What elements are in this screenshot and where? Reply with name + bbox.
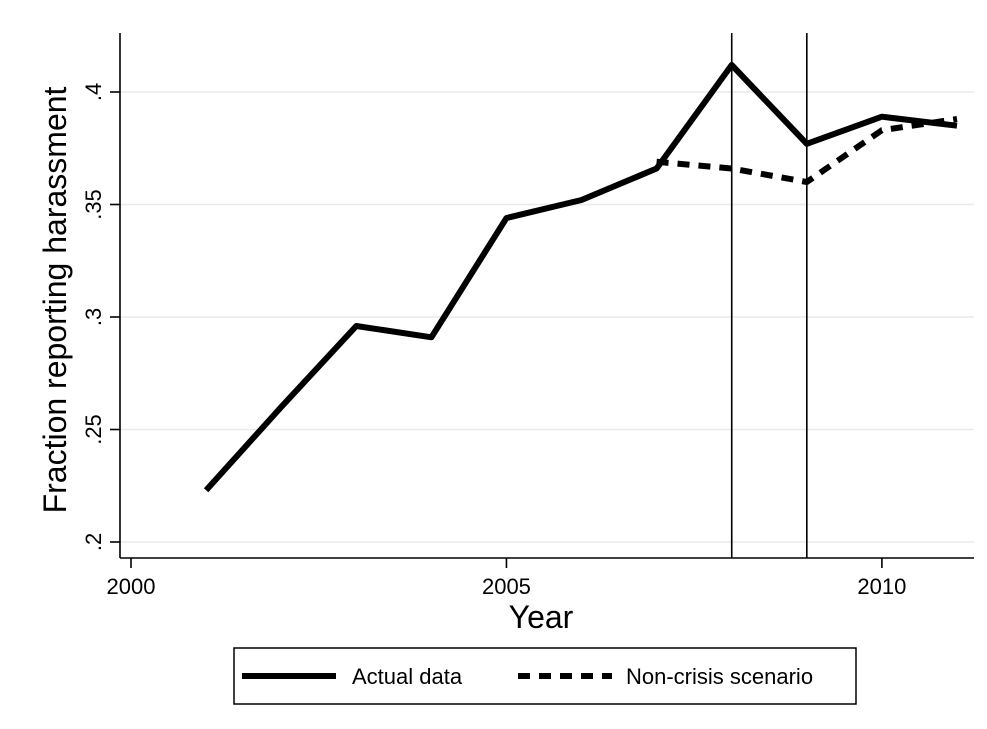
series-line-non-crisis xyxy=(656,116,958,185)
legend-label-non-crisis: Non-crisis scenario xyxy=(626,664,813,689)
x-tick-label-2: 2010 xyxy=(857,574,906,599)
series-lines xyxy=(203,62,958,493)
legend-label-actual: Actual data xyxy=(352,664,463,689)
x-tick-label-1: 2005 xyxy=(482,574,531,599)
vertical-markers xyxy=(730,33,808,558)
axes: .2 .25 .3 .35 .4 2000 2005 2010 xyxy=(81,33,974,599)
series-line-actual xyxy=(203,62,958,493)
y-tick-label-1: .25 xyxy=(81,414,106,445)
y-axis-title: Fraction reporting harassment xyxy=(37,86,73,513)
x-tick-label-0: 2000 xyxy=(107,574,156,599)
legend: Actual data Non-crisis scenario xyxy=(233,647,857,705)
y-tick-label-3: .35 xyxy=(81,189,106,220)
y-tick-label-2: .3 xyxy=(81,308,106,326)
y-tick-label-4: .4 xyxy=(81,83,106,101)
y-tick-label-0: .2 xyxy=(81,533,106,551)
x-axis-title: Year xyxy=(509,599,574,635)
